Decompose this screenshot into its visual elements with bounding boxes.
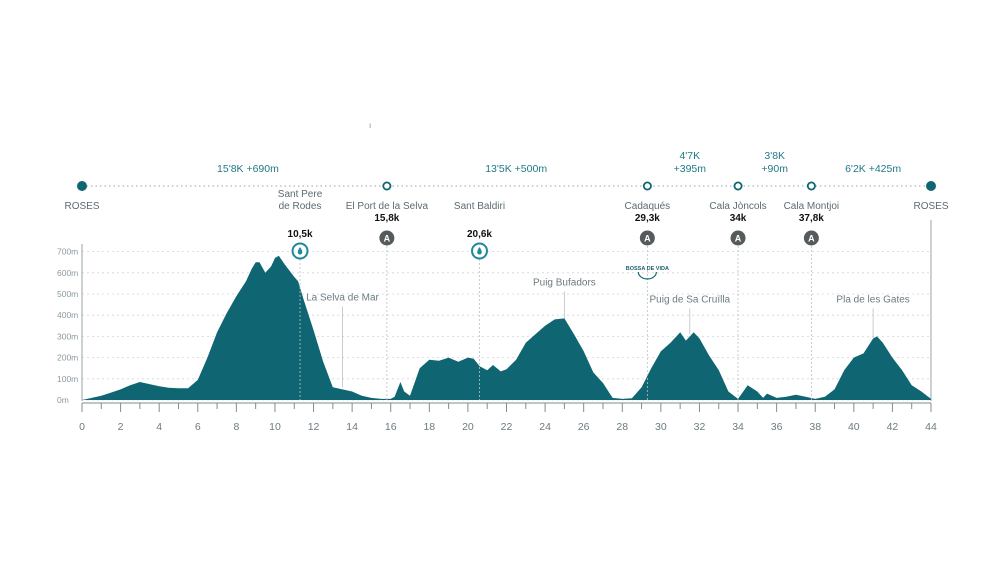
x-tick-label: 18 — [423, 421, 435, 433]
place-name: Cala Jòncols — [709, 201, 766, 212]
aid-station-icon — [730, 230, 746, 246]
y-tick-label: 200m — [57, 353, 78, 363]
route-endpoint-dot — [77, 181, 87, 191]
checkpoint-dot — [733, 181, 743, 191]
x-tick-label: 42 — [887, 421, 899, 433]
segment-label: +395m — [674, 163, 707, 175]
segment-label: +90m — [761, 163, 788, 175]
y-tick-label: 400m — [57, 310, 78, 320]
marker-lines — [299, 246, 874, 400]
x-tick-label: 20 — [462, 421, 474, 433]
segment-label: 13'5K +500m — [485, 163, 547, 175]
aid-station-icon — [379, 230, 395, 246]
y-tick-label: 100m — [57, 374, 78, 384]
y-tick-label: 300m — [57, 331, 78, 341]
aid-station-letter: A — [644, 233, 651, 243]
bossa-de-vida-label: BOSSA DE VIDA — [626, 266, 669, 272]
x-tick-label: 4 — [156, 421, 162, 433]
peak-label: Puig Bufadors — [533, 278, 596, 289]
aid-station-letter: A — [384, 233, 391, 243]
x-tick-label: 22 — [501, 421, 513, 433]
checkpoint-distance: 20,6k — [467, 229, 492, 240]
y-tick-label: 500m — [57, 289, 78, 299]
segment-label: 15'8K +690m — [217, 163, 279, 175]
x-tick-label: 36 — [771, 421, 783, 433]
place-name: Cadaqués — [625, 201, 671, 212]
segment-label: 3'8K — [764, 150, 785, 162]
peak-label: La Selva de Mar — [306, 292, 379, 303]
x-tick-label: 40 — [848, 421, 860, 433]
x-tick-label: 0 — [79, 421, 85, 433]
x-tick-label: 32 — [694, 421, 706, 433]
stray-tick-mark: ı — [369, 121, 371, 130]
x-tick-label: 12 — [308, 421, 320, 433]
y-tick-label: 700m — [57, 247, 78, 257]
x-tick-label: 8 — [233, 421, 239, 433]
labels-group: 15'8K +690m 13'5K +500m 4'7K+395m 3'8K+90m 6… — [64, 150, 948, 305]
place-name: Sant Baldiri — [454, 201, 505, 212]
checkpoint-dot — [642, 181, 652, 191]
place-name: de Rodes — [279, 201, 322, 212]
elevation-area — [82, 255, 931, 400]
x-tick-label: 10 — [269, 421, 281, 433]
water-drop-icon — [477, 247, 482, 255]
route-line-group — [77, 181, 936, 191]
checkpoint-distance: 37,8k — [799, 213, 824, 224]
bossa-arc-icon — [637, 271, 657, 280]
x-tick-label: 6 — [195, 421, 201, 433]
segment-label: 4'7K — [679, 150, 700, 162]
peak-label: Pla de les Gates — [836, 294, 909, 305]
aid-station-letter: A — [735, 233, 742, 243]
x-tick-label: 2 — [118, 421, 124, 433]
aid-station-icon — [803, 230, 819, 246]
profile-area-group — [82, 255, 931, 400]
checkpoint-distance: 34k — [730, 213, 747, 224]
x-tick-label: 44 — [925, 421, 937, 433]
checkpoint-dot — [382, 181, 392, 191]
x-tick-label: 24 — [539, 421, 551, 433]
x-tick-label: 34 — [732, 421, 744, 433]
x-tick-label: 30 — [655, 421, 667, 433]
x-tick-label: 38 — [809, 421, 821, 433]
axes: 0 2 4 6 8 10 12 14 16 18 20 22 24 26 28 30 32 34 36 38 40 42 4… — [79, 220, 937, 433]
y-tick-label: 0m — [57, 395, 69, 405]
aid-station-letter: A — [808, 233, 815, 243]
place-name: ROSES — [913, 201, 948, 212]
water-drop-icon — [297, 247, 303, 255]
segment-label: 6'2K +425m — [845, 163, 901, 175]
x-tick-label: 28 — [616, 421, 628, 433]
aid-station-icon — [639, 230, 655, 246]
x-tick-label: 14 — [346, 421, 358, 433]
checkpoint-dot — [806, 181, 816, 191]
checkpoint-distance: 15,8k — [374, 213, 399, 224]
y-tick-label: 600m — [57, 268, 78, 278]
place-name: Sant Pere — [278, 189, 323, 200]
checkpoint-distance: 29,3k — [635, 213, 660, 224]
route-endpoint-dot — [926, 181, 936, 191]
place-name: ROSES — [64, 201, 99, 212]
place-name: Cala Montjoi — [784, 201, 840, 212]
x-tick-label: 26 — [578, 421, 590, 433]
x-tick-label: 16 — [385, 421, 397, 433]
checkpoint-distance: 10,5k — [288, 229, 313, 240]
peak-label: Puig de Sa Cruïlla — [650, 294, 731, 305]
place-name: El Port de la Selva — [346, 201, 429, 212]
